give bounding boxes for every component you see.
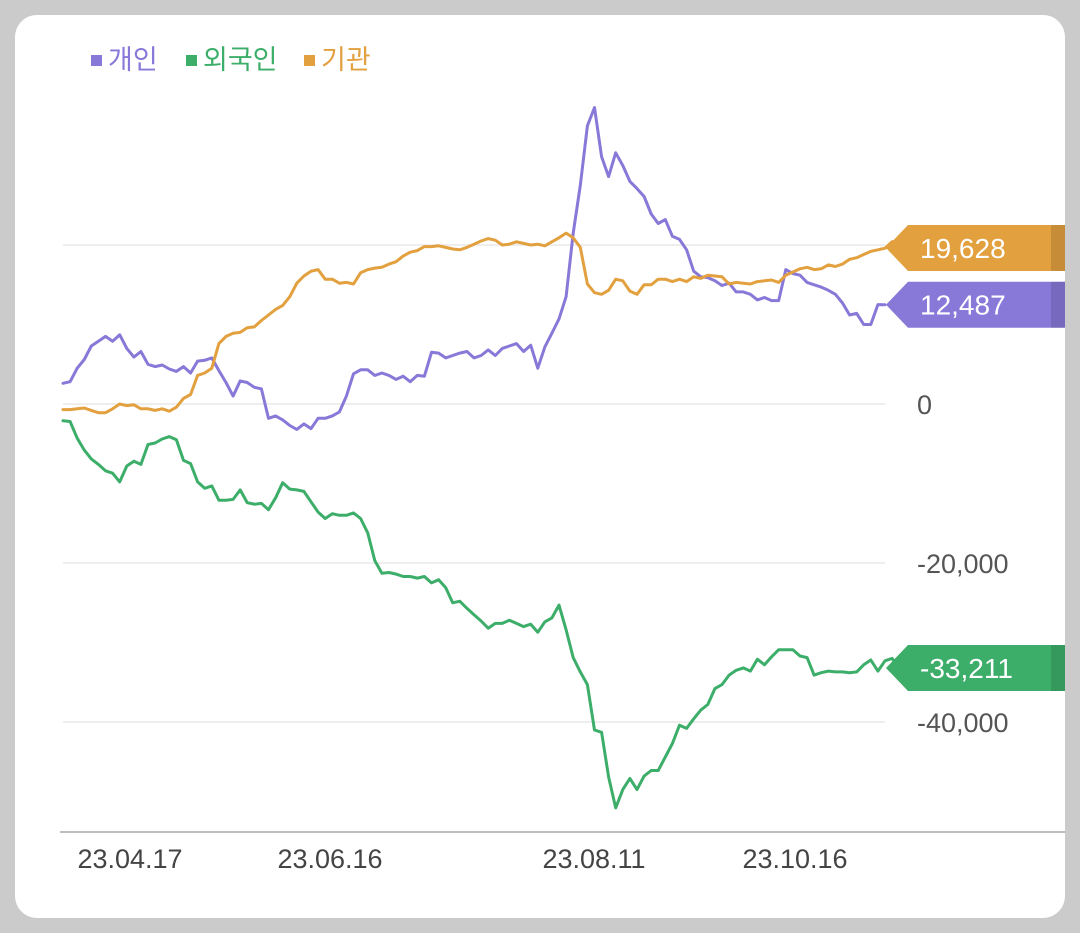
chart-card: 23.04.17 23.06.16 23.08.11 23.10.16 0 -20,000… [15, 15, 1065, 918]
last-value-badge [886, 645, 1065, 692]
x-tick-label: 23.04.17 [77, 844, 182, 874]
y-tick-label: -40,000 [917, 708, 1009, 738]
x-tick-label: 23.08.11 [542, 844, 645, 874]
last-value-label: 12,487 [920, 290, 1006, 321]
y-tick-label: 0 [917, 390, 932, 420]
last-value-label: 19,628 [920, 233, 1006, 264]
series-line-3 [61, 231, 915, 415]
y-tick-label: -20,000 [917, 549, 1009, 579]
last-value-label: -33,211 [920, 653, 1013, 684]
legend-label: 개인 [108, 45, 158, 75]
legend-label: 외국인 [203, 45, 278, 75]
x-tick-label: 23.10.16 [742, 844, 847, 874]
series-line-1 [61, 106, 887, 431]
line-chart: 23.04.17 23.06.16 23.08.11 23.10.16 0 -20,000… [60, 45, 1065, 874]
legend-swatch [186, 55, 197, 66]
badge-edge [1051, 224, 1065, 271]
legend-swatch [91, 55, 102, 66]
badge-edge [1051, 281, 1065, 328]
legend-swatch [304, 55, 315, 66]
last-value-badge [886, 224, 1065, 271]
last-value-badge [886, 281, 1065, 328]
series-line-2 [61, 419, 908, 810]
x-tick-label: 23.06.16 [277, 844, 382, 874]
legend-label: 기관 [321, 45, 371, 75]
badge-edge [1051, 645, 1065, 692]
